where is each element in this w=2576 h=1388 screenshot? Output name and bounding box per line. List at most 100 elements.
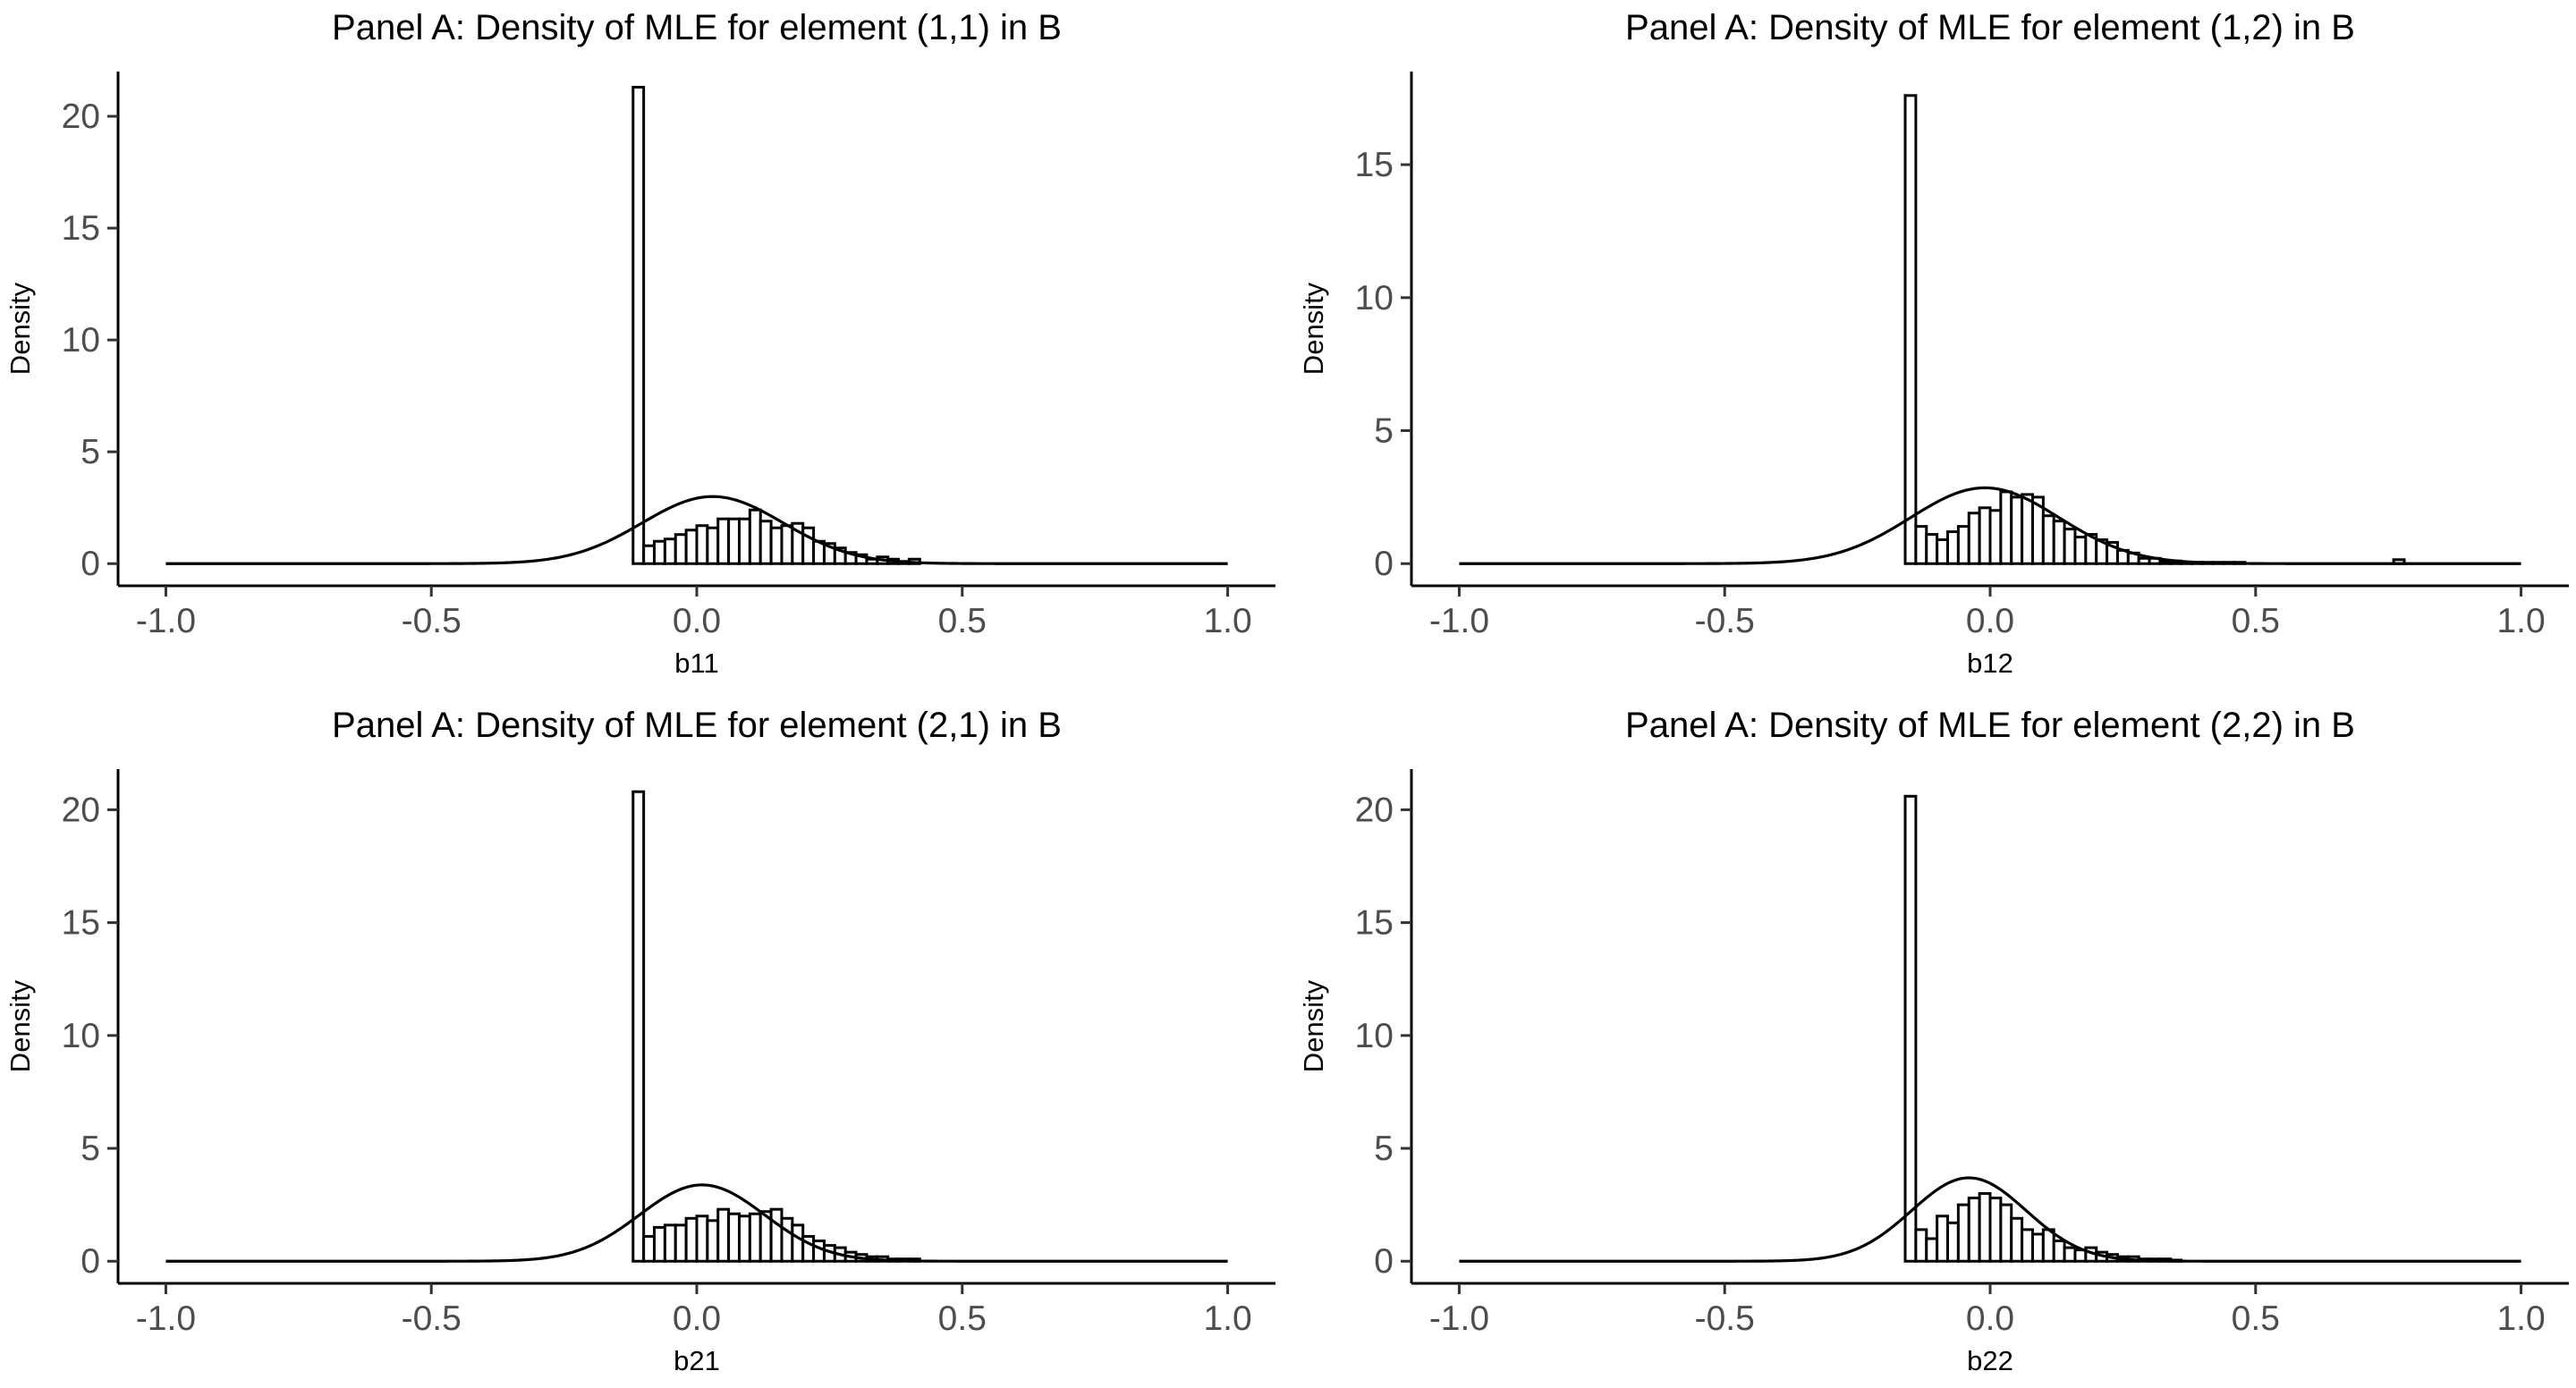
histogram-bar (2052, 1240, 2066, 1263)
histogram-bar (642, 1234, 657, 1263)
y-axis-label: Density (4, 282, 36, 375)
y-tick-label: 5 (1374, 1130, 1394, 1168)
y-tick-label: 5 (80, 1130, 100, 1168)
histogram-bar (2010, 495, 2024, 565)
histogram-bar (1978, 506, 1992, 565)
y-tick-label: 20 (1355, 791, 1394, 829)
x-tick-label: 0.5 (938, 602, 987, 640)
panel-title: Panel A: Density of MLE for element (1,1… (332, 8, 1062, 47)
histogram-bar (1999, 1203, 2013, 1263)
histogram-bar (2073, 535, 2088, 565)
x-tick-label: -1.0 (136, 1299, 196, 1338)
y-tick-label: 10 (62, 321, 100, 360)
histogram-bar (758, 520, 773, 565)
normal-density-curve (1459, 486, 2521, 565)
histogram-bar (706, 526, 720, 565)
histogram-bar (769, 1207, 784, 1263)
histogram-bar (716, 517, 731, 565)
x-tick-label: -1.0 (136, 602, 196, 640)
histogram-bar (1956, 525, 1970, 565)
histogram-bar (642, 544, 657, 565)
y-tick-label: 10 (1355, 1017, 1394, 1055)
histogram-bar (812, 1240, 826, 1263)
histogram-bar (2010, 1216, 2024, 1263)
histogram-bar (2052, 520, 2066, 565)
histogram-bar (695, 524, 709, 565)
histogram-bar (695, 1214, 709, 1263)
x-axis-label: b12 (1967, 647, 2013, 679)
histogram-bar (2030, 1232, 2045, 1263)
panel-b22: Panel A: Density of MLE for element (2,2… (1298, 706, 2569, 1376)
histogram-bar (1956, 1203, 1970, 1263)
normal-density-curve (165, 1183, 1228, 1263)
histogram-bar (1988, 509, 2003, 565)
histogram-bar (791, 1223, 805, 1263)
x-tick-label: -0.5 (1695, 602, 1755, 640)
histogram-bar (780, 1216, 794, 1263)
histogram-bar (1936, 1214, 1950, 1263)
histogram-bar (706, 1219, 720, 1263)
x-tick-label: -0.5 (1695, 1299, 1755, 1338)
histogram-bar (631, 790, 646, 1263)
x-tick-label: 0.5 (2232, 1299, 2280, 1338)
histogram-bar (716, 1207, 731, 1263)
histogram-bar (631, 86, 646, 565)
x-tick-label: 1.0 (2496, 1299, 2545, 1338)
y-tick-label: 20 (62, 791, 100, 829)
histogram-bar (684, 1216, 699, 1263)
x-tick-label: 1.0 (2496, 602, 2545, 640)
histogram-bar (1967, 1197, 1981, 1263)
y-tick-label: 15 (1355, 146, 1394, 184)
y-tick-label: 0 (80, 1242, 100, 1281)
y-tick-label: 0 (1374, 1242, 1394, 1281)
x-axis-label: b21 (674, 1345, 720, 1376)
y-tick-label: 0 (80, 545, 100, 583)
histogram-bar (801, 526, 816, 565)
histogram-bar (2063, 1246, 2077, 1263)
y-tick-label: 20 (62, 97, 100, 136)
y-tick-label: 5 (80, 433, 100, 471)
histogram-bar (1999, 490, 2013, 565)
x-tick-label: 1.0 (1203, 1299, 1251, 1338)
histogram-bar (2021, 1228, 2034, 1263)
y-tick-label: 15 (62, 904, 100, 943)
histogram-bar (2137, 556, 2151, 565)
x-tick-label: 0.5 (2232, 602, 2280, 640)
x-axis-label: b11 (674, 647, 718, 679)
y-tick-label: 10 (62, 1017, 100, 1055)
panel-title: Panel A: Density of MLE for element (2,1… (332, 706, 1062, 745)
y-axis-label: Density (1298, 979, 1329, 1072)
panel-b11: Panel A: Density of MLE for element (1,1… (4, 8, 1275, 679)
histogram-bar (1925, 1237, 1939, 1263)
histogram-bar (748, 1212, 762, 1263)
histogram-bar (1914, 1228, 1928, 1263)
histogram-bar (748, 508, 762, 565)
histogram-bar (1936, 537, 1950, 565)
normal-density-curve (165, 495, 1228, 565)
histogram-bar (2041, 514, 2055, 565)
histogram-bar (737, 1214, 751, 1263)
histogram-bar (2041, 1228, 2055, 1263)
histogram-bar (1978, 1192, 1992, 1263)
histogram-bar (780, 524, 794, 565)
panel-title: Panel A: Density of MLE for element (1,2… (1625, 8, 2355, 47)
histogram-bar (653, 1225, 666, 1263)
histogram-bar (1925, 533, 1939, 565)
histogram-bar (1988, 1197, 2003, 1263)
x-tick-label: -1.0 (1429, 602, 1489, 640)
histogram-bar (663, 537, 677, 565)
histogram-bar (674, 533, 688, 565)
histogram-bar (1946, 1221, 1960, 1263)
histogram-bar (727, 1212, 741, 1263)
x-tick-label: -0.5 (402, 1299, 462, 1338)
x-tick-label: 0.0 (673, 1299, 721, 1338)
x-tick-label: 0.0 (1966, 1299, 2014, 1338)
histogram-bar (2021, 493, 2034, 565)
y-axis-label: Density (4, 979, 36, 1072)
histogram-bar (674, 1223, 688, 1263)
histogram-bar (1967, 512, 1981, 565)
histogram-bar (663, 1223, 677, 1263)
x-tick-label: 0.5 (938, 1299, 987, 1338)
histogram-bar (1946, 530, 1960, 565)
